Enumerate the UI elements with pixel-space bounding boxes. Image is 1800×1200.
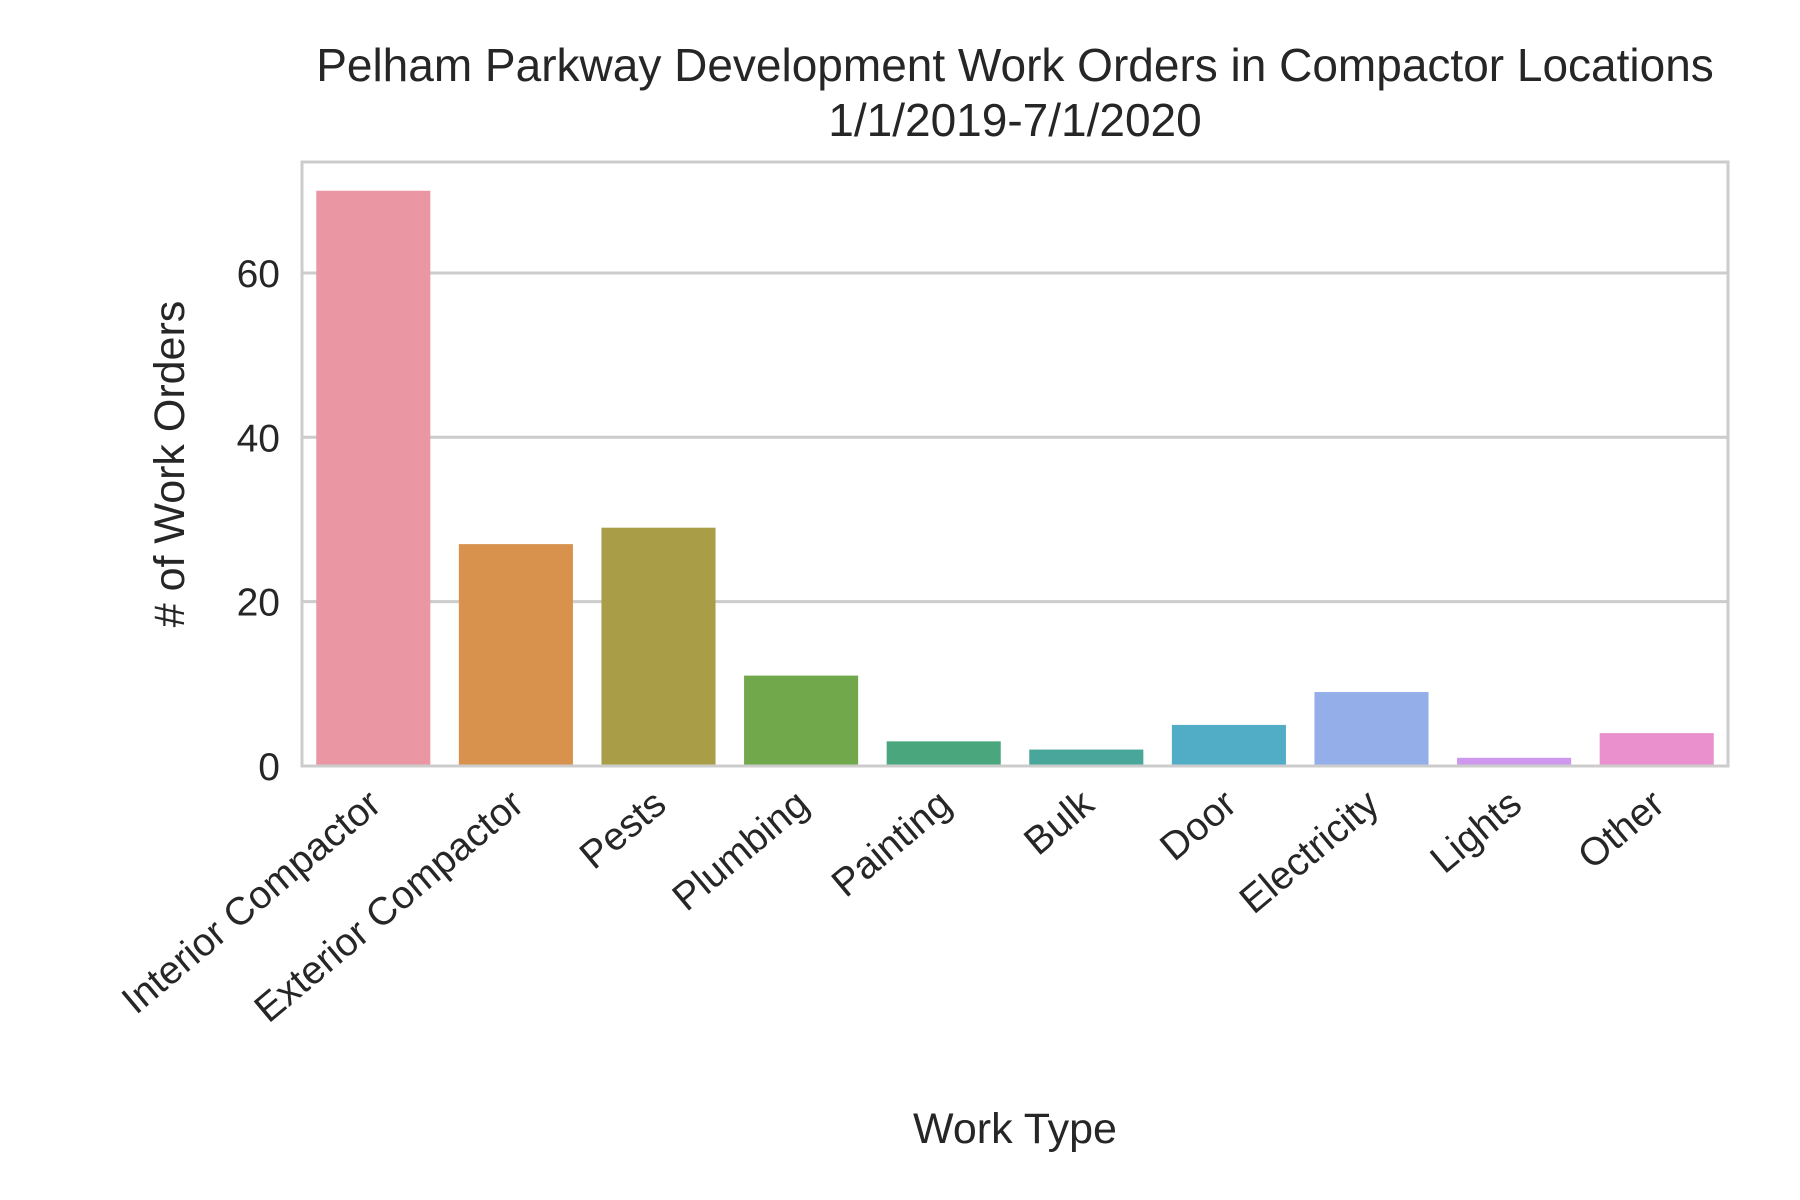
bar: [1599, 733, 1714, 766]
y-tick-label: 60: [237, 253, 280, 296]
y-tick-label: 0: [258, 746, 280, 789]
bar: [1029, 749, 1144, 766]
y-axis-label: # of Work Orders: [146, 301, 194, 628]
bar: [886, 741, 1001, 766]
x-axis-label: Work Type: [913, 1105, 1117, 1153]
bar: [744, 675, 859, 766]
bar: [458, 544, 573, 766]
plot-area-frame: [300, 160, 1730, 768]
chart-title: Pelham Parkway Development Work Orders i…: [316, 39, 1714, 91]
bar: [1171, 724, 1286, 766]
y-tick-label: 40: [237, 417, 280, 460]
bars: [316, 190, 1714, 766]
bar: [1457, 757, 1572, 766]
chart-subtitle: 1/1/2019-7/1/2020: [828, 94, 1201, 146]
y-axis-ticks: 0 20 40 60: [237, 253, 280, 789]
bar: [601, 527, 716, 766]
bar: [316, 190, 431, 766]
bar: [1314, 692, 1429, 766]
y-tick-label: 20: [237, 582, 280, 625]
